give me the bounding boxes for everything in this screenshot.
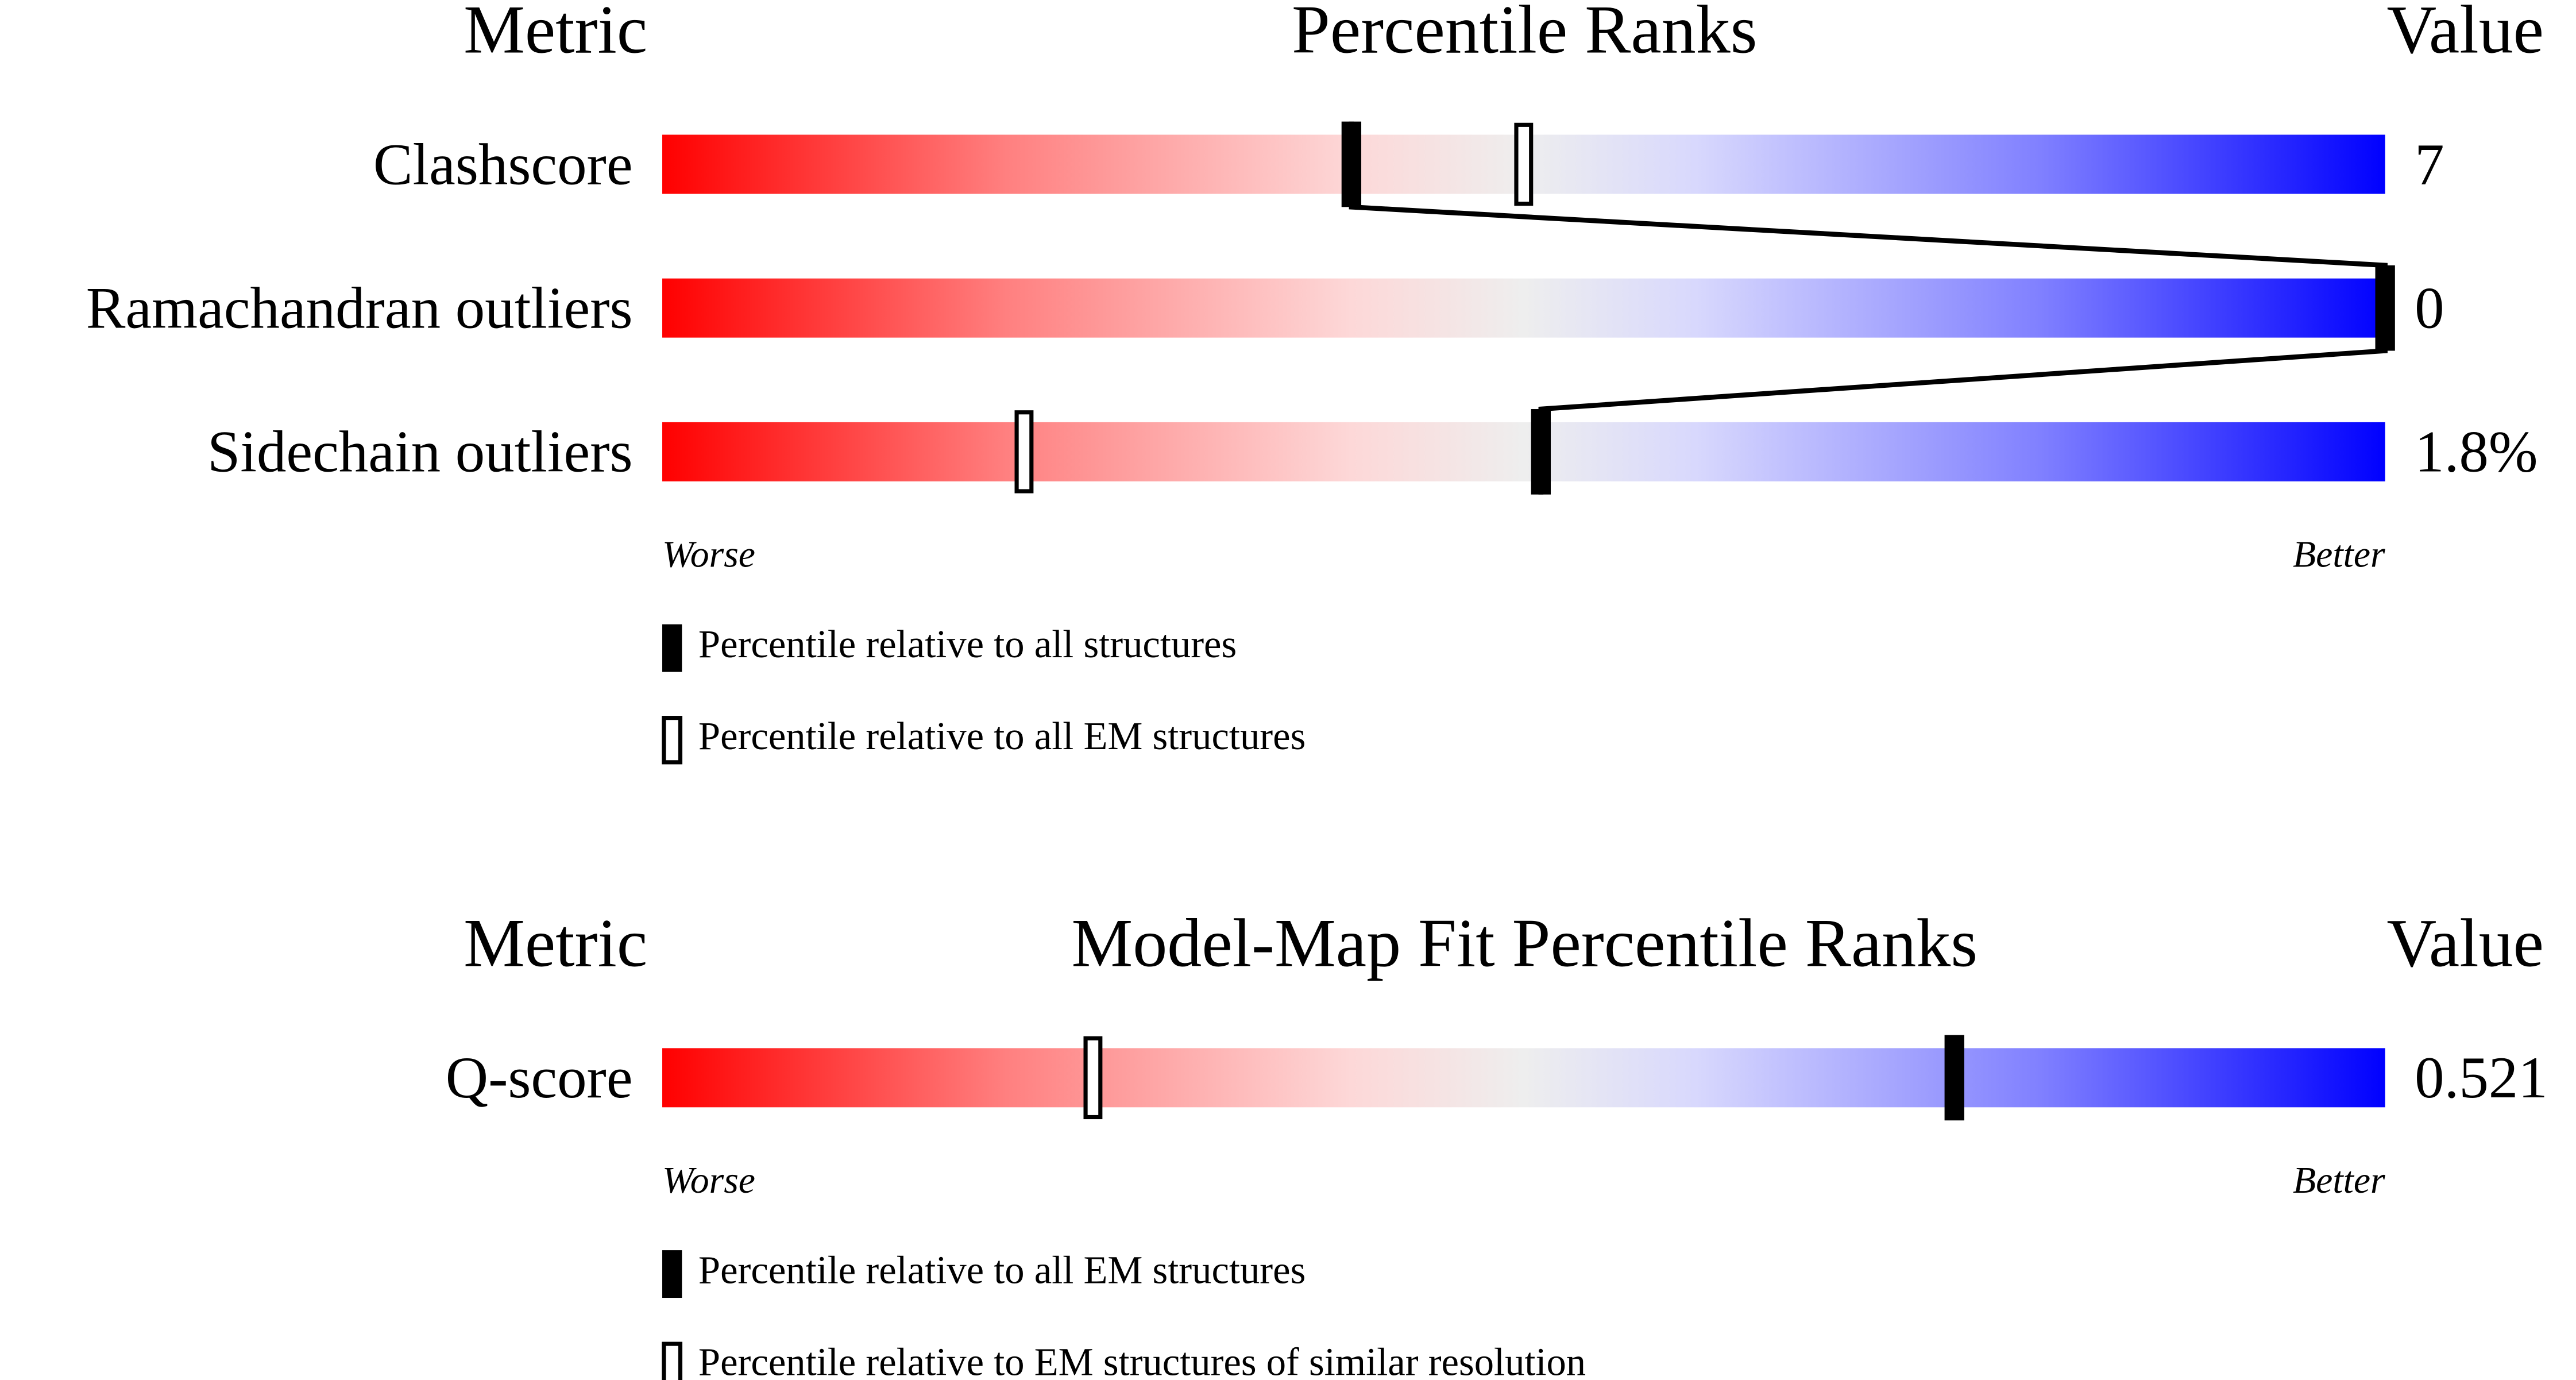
metric-label: Ramachandran outliers	[86, 275, 633, 341]
metric-label: Q-score	[446, 1045, 633, 1111]
metric-header: Metric	[464, 0, 647, 68]
legend-swatch-filled	[662, 1250, 682, 1298]
metric-label: Clashscore	[373, 132, 633, 197]
chart-title: Percentile Ranks	[1292, 0, 1757, 68]
percentile-marker-filled	[1341, 121, 1362, 207]
percentile-marker-open	[1014, 410, 1034, 494]
metric-value: 7	[2415, 132, 2444, 197]
percentile-marker-filled	[1531, 409, 1551, 495]
metric-value: 1.8%	[2415, 419, 2538, 485]
percentile-marker-filled	[1944, 1035, 1964, 1121]
legend-label: Percentile relative to all EM structures	[698, 714, 1306, 758]
metric-header: Metric	[464, 904, 647, 981]
percentile-marker-open	[1514, 122, 1534, 206]
worse-label: Worse	[662, 534, 755, 576]
legend-swatch-open	[662, 1342, 683, 1380]
metric-label: Sidechain outliers	[207, 419, 632, 485]
better-label: Better	[2293, 534, 2385, 576]
metric-value: 0.521	[2415, 1045, 2548, 1111]
percentile-marker-open	[1083, 1036, 1103, 1120]
worse-label: Worse	[662, 1159, 755, 1201]
chart-title: Model-Map Fit Percentile Ranks	[1071, 904, 1978, 981]
slider-bar	[662, 278, 2385, 338]
slider-bar	[662, 1048, 2385, 1108]
legend-swatch-open	[662, 716, 683, 765]
legend-label: Percentile relative to all structures	[698, 622, 1237, 666]
legend-swatch-filled	[662, 624, 682, 672]
percentile-marker-filled	[2375, 265, 2395, 351]
legend-label: Percentile relative to all EM structures	[698, 1248, 1306, 1292]
legend-label: Percentile relative to EM structures of …	[698, 1340, 1586, 1380]
better-label: Better	[2293, 1159, 2385, 1201]
value-header: Value	[2387, 0, 2544, 68]
value-header: Value	[2387, 904, 2544, 981]
slider-bar	[662, 422, 2385, 481]
metric-value: 0	[2415, 275, 2444, 341]
